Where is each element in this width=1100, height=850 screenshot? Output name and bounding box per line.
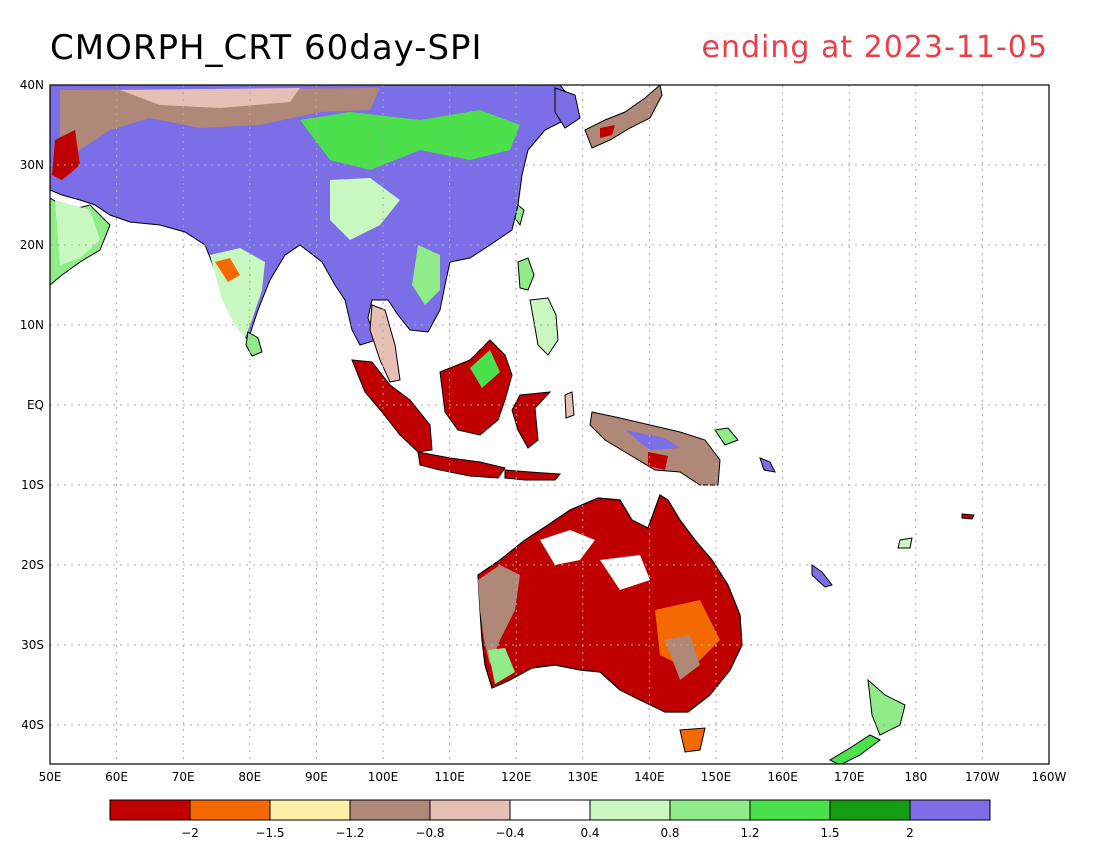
legend-swatch xyxy=(829,799,911,821)
central-asia-red xyxy=(52,130,80,180)
solomon xyxy=(759,457,776,473)
sumatra xyxy=(351,359,433,453)
northwest-green xyxy=(55,200,100,265)
lon-label: 160E xyxy=(767,770,798,784)
malay-peninsula xyxy=(369,304,401,383)
legend-label: −2 xyxy=(181,826,199,840)
legend-label: −0.4 xyxy=(495,826,524,840)
legend-swatch xyxy=(669,799,751,821)
australia-west xyxy=(478,565,520,665)
philippines-south xyxy=(529,297,559,356)
lat-label: 10N xyxy=(20,318,44,332)
lon-label: 110E xyxy=(434,770,465,784)
map-frame xyxy=(49,84,1050,765)
australia-white-patch xyxy=(540,530,595,565)
lon-label: 130E xyxy=(568,770,599,784)
japan-south xyxy=(600,125,615,138)
taiwan xyxy=(514,204,525,227)
australia-east-brown xyxy=(665,635,700,680)
lon-label: 170E xyxy=(834,770,865,784)
land-regions xyxy=(50,85,975,764)
legend-swatch xyxy=(589,799,671,821)
legend-label: 1.2 xyxy=(740,826,759,840)
tibet-band xyxy=(60,88,380,160)
legend-swatch xyxy=(909,799,991,821)
new-caledonia xyxy=(811,564,833,588)
graticule xyxy=(50,85,1049,764)
date-label: ending at 2023-11-05 xyxy=(701,30,1048,65)
india-red xyxy=(215,258,240,282)
china-light xyxy=(330,178,400,240)
lat-label: 40N xyxy=(20,78,44,92)
legend-label: −0.8 xyxy=(415,826,444,840)
legend-label: 0.8 xyxy=(660,826,679,840)
lon-label: 170W xyxy=(965,770,1000,784)
legend-swatch xyxy=(429,799,511,821)
fiji xyxy=(897,537,913,549)
china-green xyxy=(300,110,520,170)
lat-label: 20N xyxy=(20,238,44,252)
legend-label: 0.4 xyxy=(580,826,599,840)
lat-label: EQ xyxy=(27,398,44,412)
color-legend: −2 −1.5 −1.2 −0.8 −0.4 0.4 0.8 1.2 1.5 2 xyxy=(109,799,991,840)
borneo-green xyxy=(470,350,500,388)
lon-label: 140E xyxy=(634,770,665,784)
indochina-green xyxy=(412,245,440,305)
map-title: CMORPH_CRT 60day-SPI xyxy=(50,28,483,68)
australia-white-patch-2 xyxy=(600,555,650,590)
philippines-north xyxy=(517,257,535,291)
latitude-labels: 40N 30N 20N 10N EQ 10S 20S 30S 40S xyxy=(20,78,44,732)
korea xyxy=(554,87,581,129)
longitude-labels: 50E 60E 70E 80E 90E 100E 110E 120E 130E 140E 150E 1… xyxy=(39,770,1067,784)
legend-label: 2 xyxy=(906,826,914,840)
lon-label: 80E xyxy=(238,770,261,784)
lesser-sunda xyxy=(504,469,562,481)
nz-north xyxy=(867,678,906,736)
samoa xyxy=(961,513,975,520)
legend-label: 1.5 xyxy=(820,826,839,840)
lon-label: 100E xyxy=(368,770,399,784)
lon-label: 70E xyxy=(172,770,195,784)
lat-label: 30S xyxy=(21,638,44,652)
new-guinea-red xyxy=(648,452,668,470)
lon-label: 60E xyxy=(105,770,128,784)
lon-label: 50E xyxy=(39,770,62,784)
lat-label: 10S xyxy=(21,478,44,492)
nz-south xyxy=(828,734,881,764)
lon-label: 120E xyxy=(501,770,532,784)
lat-label: 40S xyxy=(21,718,44,732)
bismarck xyxy=(714,427,739,446)
legend-swatch xyxy=(509,799,591,821)
sulawesi xyxy=(511,391,552,449)
legend-swatch xyxy=(349,799,431,821)
lat-label: 30N xyxy=(20,158,44,172)
legend-swatch xyxy=(109,799,191,821)
tasmania xyxy=(679,727,706,753)
lat-label: 20S xyxy=(21,558,44,572)
lon-label: 90E xyxy=(305,770,328,784)
lon-label: 180 xyxy=(904,770,927,784)
java xyxy=(417,451,506,479)
lon-label: 150E xyxy=(701,770,732,784)
new-guinea-wet xyxy=(625,430,680,450)
tibet-light xyxy=(120,88,300,108)
australia-sw-green xyxy=(488,648,515,684)
legend-swatch xyxy=(189,799,271,821)
legend-label: −1.2 xyxy=(335,826,364,840)
legend-swatch xyxy=(269,799,351,821)
lon-label: 160W xyxy=(1032,770,1067,784)
legend-label: −1.5 xyxy=(255,826,284,840)
legend-swatch xyxy=(749,799,831,821)
